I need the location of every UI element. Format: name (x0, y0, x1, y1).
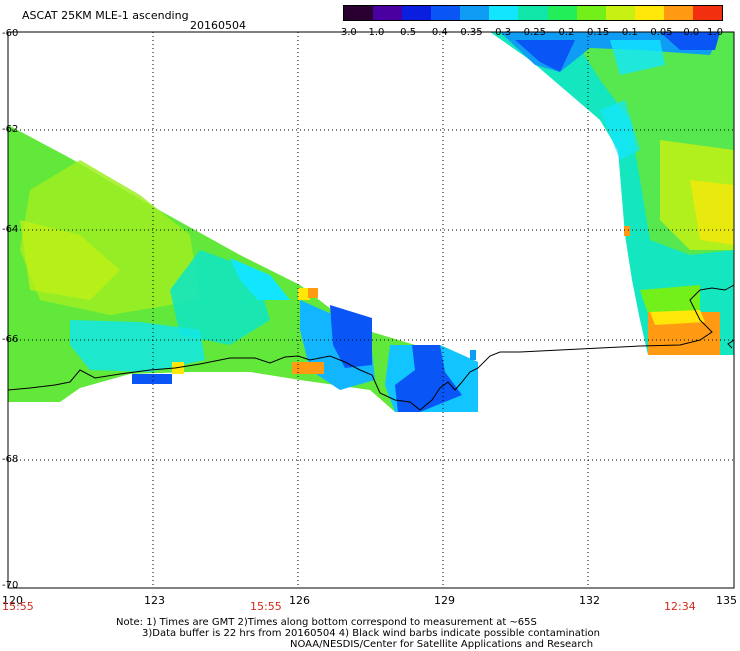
lon-label: 123 (144, 594, 165, 607)
colorbar-swatch (547, 6, 577, 20)
colorbar-swatch (431, 6, 461, 20)
graticule (8, 32, 734, 588)
lon-label: 126 (289, 594, 310, 607)
colorbar-tick-label: 1.0 (707, 27, 723, 38)
lon-label: 132 (579, 594, 600, 607)
time-label: 15:55 (2, 600, 34, 613)
colorbar-swatch (518, 6, 548, 20)
colorbar-tick-label: 0.0 (683, 27, 700, 38)
colorbar-swatch (692, 6, 723, 20)
colorbar (343, 5, 723, 21)
colorbar-swatch (605, 6, 635, 20)
map-date: 20160504 (190, 19, 246, 32)
lat-label: -60 (2, 28, 19, 39)
colorbar-swatch (344, 6, 374, 20)
lon-label: 129 (434, 594, 455, 607)
coastline (7, 284, 735, 411)
colorbar-tick-label: -0.3 (491, 27, 512, 38)
colorbar-tick-label: -0.35 (456, 27, 483, 38)
footer-note-3: NOAA/NESDIS/Center for Satellite Applica… (290, 639, 594, 650)
lat-label: -68 (2, 454, 19, 465)
colorbar-swatch (663, 6, 693, 20)
lon-label: 120 (2, 594, 23, 607)
footer-note-2: 3)Data buffer is 22 hrs from 20160504 4)… (142, 628, 600, 639)
colorbar-tick-label: -0.5 (396, 27, 417, 38)
left-swath (8, 125, 478, 412)
colorbar-tick-label: -0.2 (554, 27, 575, 38)
map-title: ASCAT 25KM MLE-1 ascending (22, 9, 189, 22)
colorbar-swatch (402, 6, 432, 20)
colorbar-tick-label: -0.05 (646, 27, 673, 38)
lat-label: -70 (2, 580, 19, 591)
colorbar-swatch (576, 6, 606, 20)
lat-label: -66 (2, 334, 19, 345)
colorbar-tick-label: -0.1 (618, 27, 638, 38)
colorbar-tick-label: -0.15 (583, 27, 610, 38)
colorbar-swatch (634, 6, 664, 20)
lon-label: 135 (716, 594, 737, 607)
colorbar-swatch (460, 6, 490, 20)
colorbar-tick-label: -0.25 (520, 27, 546, 38)
colorbar-tick-label: -0.4 (428, 27, 448, 38)
time-label: 12:34 (664, 600, 696, 613)
time-label: 15:55 (250, 600, 282, 613)
colorbar-swatch (373, 6, 403, 20)
colorbar-swatch (489, 6, 519, 20)
plot-frame (7, 31, 735, 589)
footer-note-1: Note: 1) Times are GMT 2)Times along bot… (116, 617, 537, 628)
lat-label: -64 (2, 224, 19, 235)
right-swath (490, 32, 734, 355)
colorbar-tick-label: -3.0 (337, 27, 357, 38)
colorbar-tick-label: -1.0 (364, 27, 385, 38)
lat-label: -62 (2, 124, 19, 135)
coastline-islet (727, 339, 735, 349)
